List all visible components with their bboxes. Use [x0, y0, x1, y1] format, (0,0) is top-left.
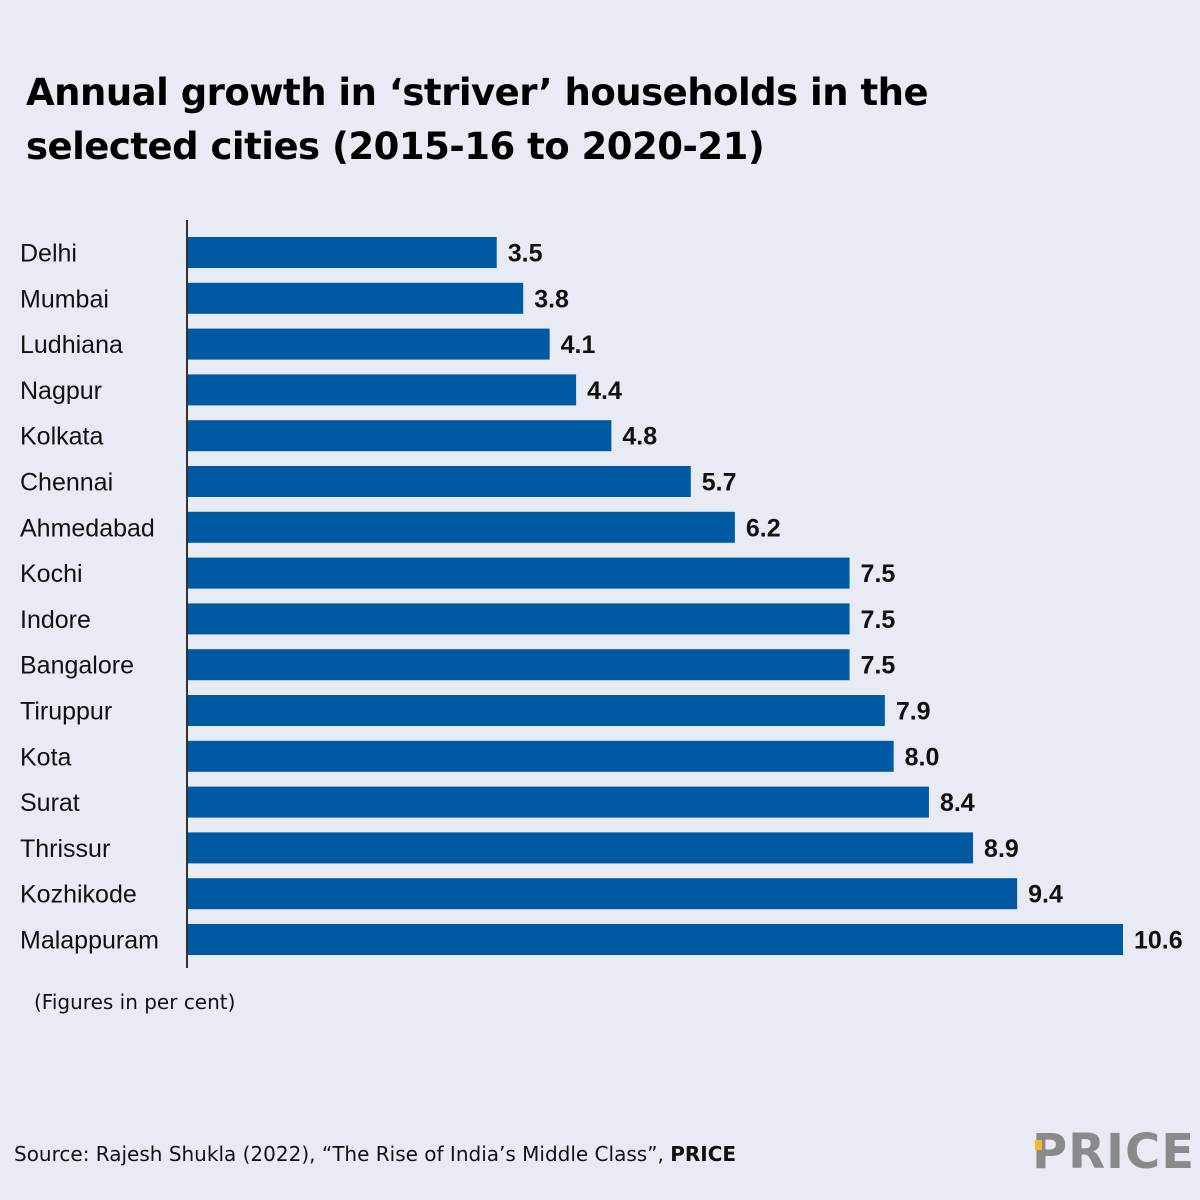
chart-title: Annual growth in ‘striver’ households in…: [26, 66, 1026, 174]
price-logo: PRICE: [1032, 1124, 1195, 1180]
bar: [188, 740, 894, 772]
bar: [188, 374, 577, 406]
logo-text: PRICE: [1032, 1124, 1196, 1180]
category-label: Malappuram: [20, 927, 159, 955]
bar: [188, 603, 850, 635]
data-label: 4.1: [561, 331, 596, 359]
data-label: 8.9: [984, 835, 1019, 863]
bar: [188, 420, 612, 452]
category-label: Nagpur: [20, 377, 102, 405]
data-label: 3.5: [508, 240, 543, 268]
bar: [188, 557, 850, 589]
category-label: Indore: [20, 606, 91, 634]
data-label: 8.0: [905, 743, 940, 771]
bar: [188, 282, 524, 314]
bar: [188, 878, 1018, 910]
data-label: 5.7: [702, 469, 737, 497]
source-credit: Source: Rajesh Shukla (2022), “The Rise …: [14, 1142, 736, 1166]
bar: [188, 328, 550, 360]
data-label: 8.4: [940, 789, 975, 817]
category-label: Mumbai: [20, 285, 109, 313]
category-label: Chennai: [20, 469, 113, 497]
category-label: Delhi: [20, 240, 77, 268]
bar: [188, 466, 691, 497]
bar: [188, 511, 735, 543]
category-label: Ahmedabad: [20, 514, 155, 542]
bar: [188, 832, 974, 864]
data-label: 7.9: [896, 698, 931, 726]
data-label: 7.5: [861, 560, 896, 588]
data-label: 6.2: [746, 514, 781, 542]
category-label: Kota: [20, 743, 72, 771]
data-label: 4.8: [622, 423, 657, 451]
source-publisher: PRICE: [670, 1142, 737, 1166]
data-label: 7.5: [861, 652, 896, 680]
bar: [188, 924, 1123, 955]
bar: [188, 695, 885, 726]
category-label: Bangalore: [20, 652, 134, 680]
category-label: Tiruppur: [20, 698, 112, 726]
data-label: 9.4: [1028, 881, 1063, 909]
category-label: Thrissur: [20, 835, 110, 863]
logo-accent: [1035, 1140, 1042, 1150]
data-label: 3.8: [534, 285, 569, 313]
category-label: Ludhiana: [20, 331, 123, 359]
category-label: Kozhikode: [20, 881, 137, 909]
bar: [188, 649, 850, 681]
bar: [188, 237, 497, 268]
units-note: (Figures in per cent): [34, 990, 236, 1014]
category-label: Kolkata: [20, 423, 103, 451]
chart-title-line-2: selected cities (2015-16 to 2020-21): [26, 125, 765, 168]
bar: [188, 786, 929, 818]
data-label: 10.6: [1134, 927, 1183, 955]
chart-title-line-1: Annual growth in ‘striver’ households in…: [26, 71, 929, 114]
source-text: Source: Rajesh Shukla (2022), “The Rise …: [14, 1142, 671, 1166]
data-label: 4.4: [587, 377, 622, 405]
data-label: 7.5: [861, 606, 896, 634]
category-label: Kochi: [20, 560, 83, 588]
category-label: Surat: [20, 789, 80, 817]
